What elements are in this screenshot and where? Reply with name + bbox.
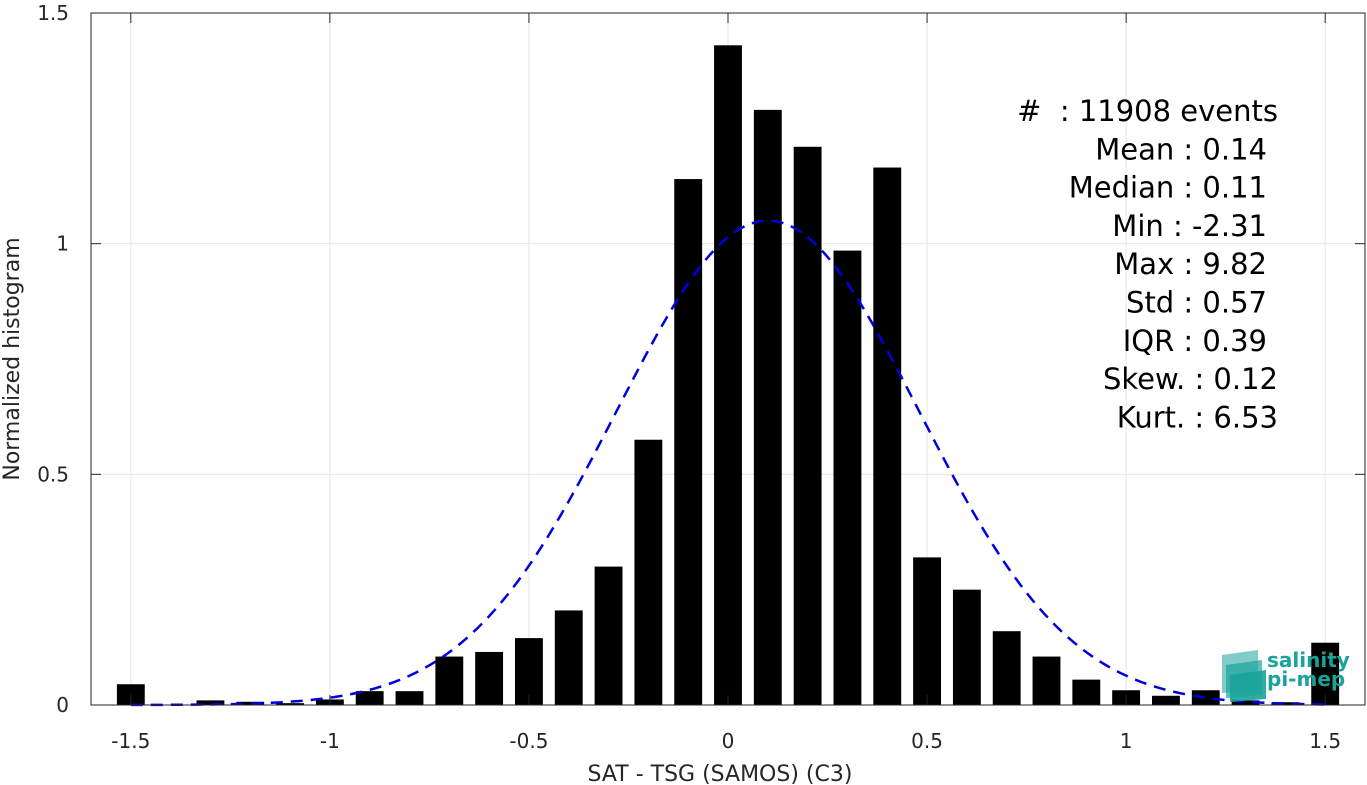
stats-line-3: Min : -2.31 (1112, 209, 1267, 243)
axis-ticks (91, 12, 1365, 706)
x-tick-label: -0.5 (509, 729, 548, 753)
stats-line-8: Kurt. : 6.53 (1117, 400, 1278, 434)
y-tick-label: 0.5 (37, 462, 69, 486)
x-tick-label: -1.5 (111, 729, 150, 753)
histogram-bar-7 (395, 691, 424, 705)
histogram-bar-0 (116, 684, 145, 705)
stats-line-6: IQR : 0.39 (1123, 324, 1267, 358)
histogram-bar-9 (475, 651, 504, 705)
histogram-bar-29 (1271, 702, 1300, 705)
logo-line-2: pi-mep (1267, 667, 1345, 691)
histogram-bar-19 (873, 167, 902, 706)
logo-waves-icon (1222, 650, 1266, 702)
histogram-bar-28 (1231, 700, 1260, 705)
gaussian-fit-curve (130, 219, 1326, 707)
histogram-bar-26 (1152, 695, 1180, 705)
stats-line-7: Skew. : 0.12 (1103, 362, 1278, 396)
histogram-bar-3 (236, 701, 265, 705)
y-tick-label: 0 (56, 693, 69, 717)
stats-line-2: Median : 0.11 (1069, 171, 1267, 205)
histogram-bar-15 (714, 45, 742, 705)
tick-labels: -1.5 -1 -0.5 0 0.5 1 1.5 0 0.5 1 1.5 (37, 1, 1341, 753)
x-tick-label: 0.5 (911, 729, 943, 753)
logo-line-1: salinity (1267, 648, 1350, 672)
histogram-bar-23 (1032, 656, 1061, 705)
histogram-bar-13 (634, 439, 663, 705)
histogram-bar-10 (515, 638, 543, 705)
x-axis-label: SAT - TSG (SAMOS) (C3) (588, 762, 853, 785)
histogram-bar-27 (1191, 690, 1220, 705)
stats-block: # : 11908 events Mean : 0.14 Median : 0.11… (1017, 94, 1278, 434)
histogram-bar-17 (793, 146, 822, 705)
histogram-bar-2 (196, 700, 225, 705)
histogram-bar-18 (833, 250, 862, 705)
x-tick-label: -1 (320, 729, 340, 753)
x-tick-label: 1 (1120, 729, 1133, 753)
stats-line-5: Std : 0.57 (1126, 286, 1267, 320)
histogram-bar-30 (1311, 642, 1340, 705)
stats-line-0: # : 11908 events (1017, 94, 1278, 128)
histogram-bar-21 (952, 589, 981, 705)
x-tick-label: 1.5 (1309, 729, 1341, 753)
histogram-bar-14 (674, 179, 703, 705)
salinity-pi-mep-logo: salinity pi-mep (1222, 648, 1350, 702)
histogram-bar-12 (594, 566, 623, 705)
histogram-bar-4 (276, 703, 304, 705)
histogram-bar-6 (355, 691, 384, 705)
y-tick-label: 1 (56, 232, 69, 256)
histogram-bar-22 (992, 631, 1021, 705)
histogram-bar-20 (913, 557, 941, 705)
histogram-bars (116, 45, 1340, 706)
histogram-bar-11 (554, 610, 583, 705)
y-axis-label: Normalized histogram (0, 237, 25, 480)
stats-line-1: Mean : 0.14 (1095, 132, 1267, 166)
y-tick-label: 1.5 (37, 1, 69, 25)
histogram-bar-24 (1072, 679, 1101, 705)
x-tick-label: 0 (722, 729, 735, 753)
histogram-bar-8 (435, 656, 464, 705)
histogram-bar-16 (753, 109, 782, 705)
stats-line-4: Max : 9.82 (1114, 247, 1267, 281)
